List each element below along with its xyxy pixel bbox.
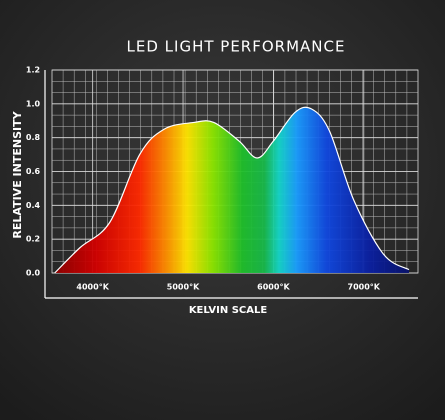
y-tick-label: 0.0 — [26, 269, 41, 278]
chart-title: LED LIGHT PERFORMANCE — [127, 38, 346, 56]
y-axis-label: RELATIVE INTENSITY — [11, 110, 24, 238]
plot — [54, 106, 410, 274]
area-fill — [54, 107, 409, 273]
y-tick-label: 0.4 — [26, 201, 41, 210]
y-tick-label: 1.0 — [26, 99, 41, 108]
x-tick-label: 7000°K — [348, 283, 381, 292]
y-tick-label: 0.8 — [26, 133, 41, 142]
x-tick-label: 5000°K — [167, 283, 200, 292]
y-tick-label: 1.2 — [26, 66, 40, 75]
y-tick-label: 0.6 — [26, 167, 41, 176]
x-tick-label: 4000°K — [76, 283, 109, 292]
y-tick-label: 0.2 — [26, 235, 40, 244]
area-line — [54, 106, 410, 274]
x-axis-label: KELVIN SCALE — [189, 305, 268, 316]
x-tick-label: 6000°K — [257, 283, 290, 292]
